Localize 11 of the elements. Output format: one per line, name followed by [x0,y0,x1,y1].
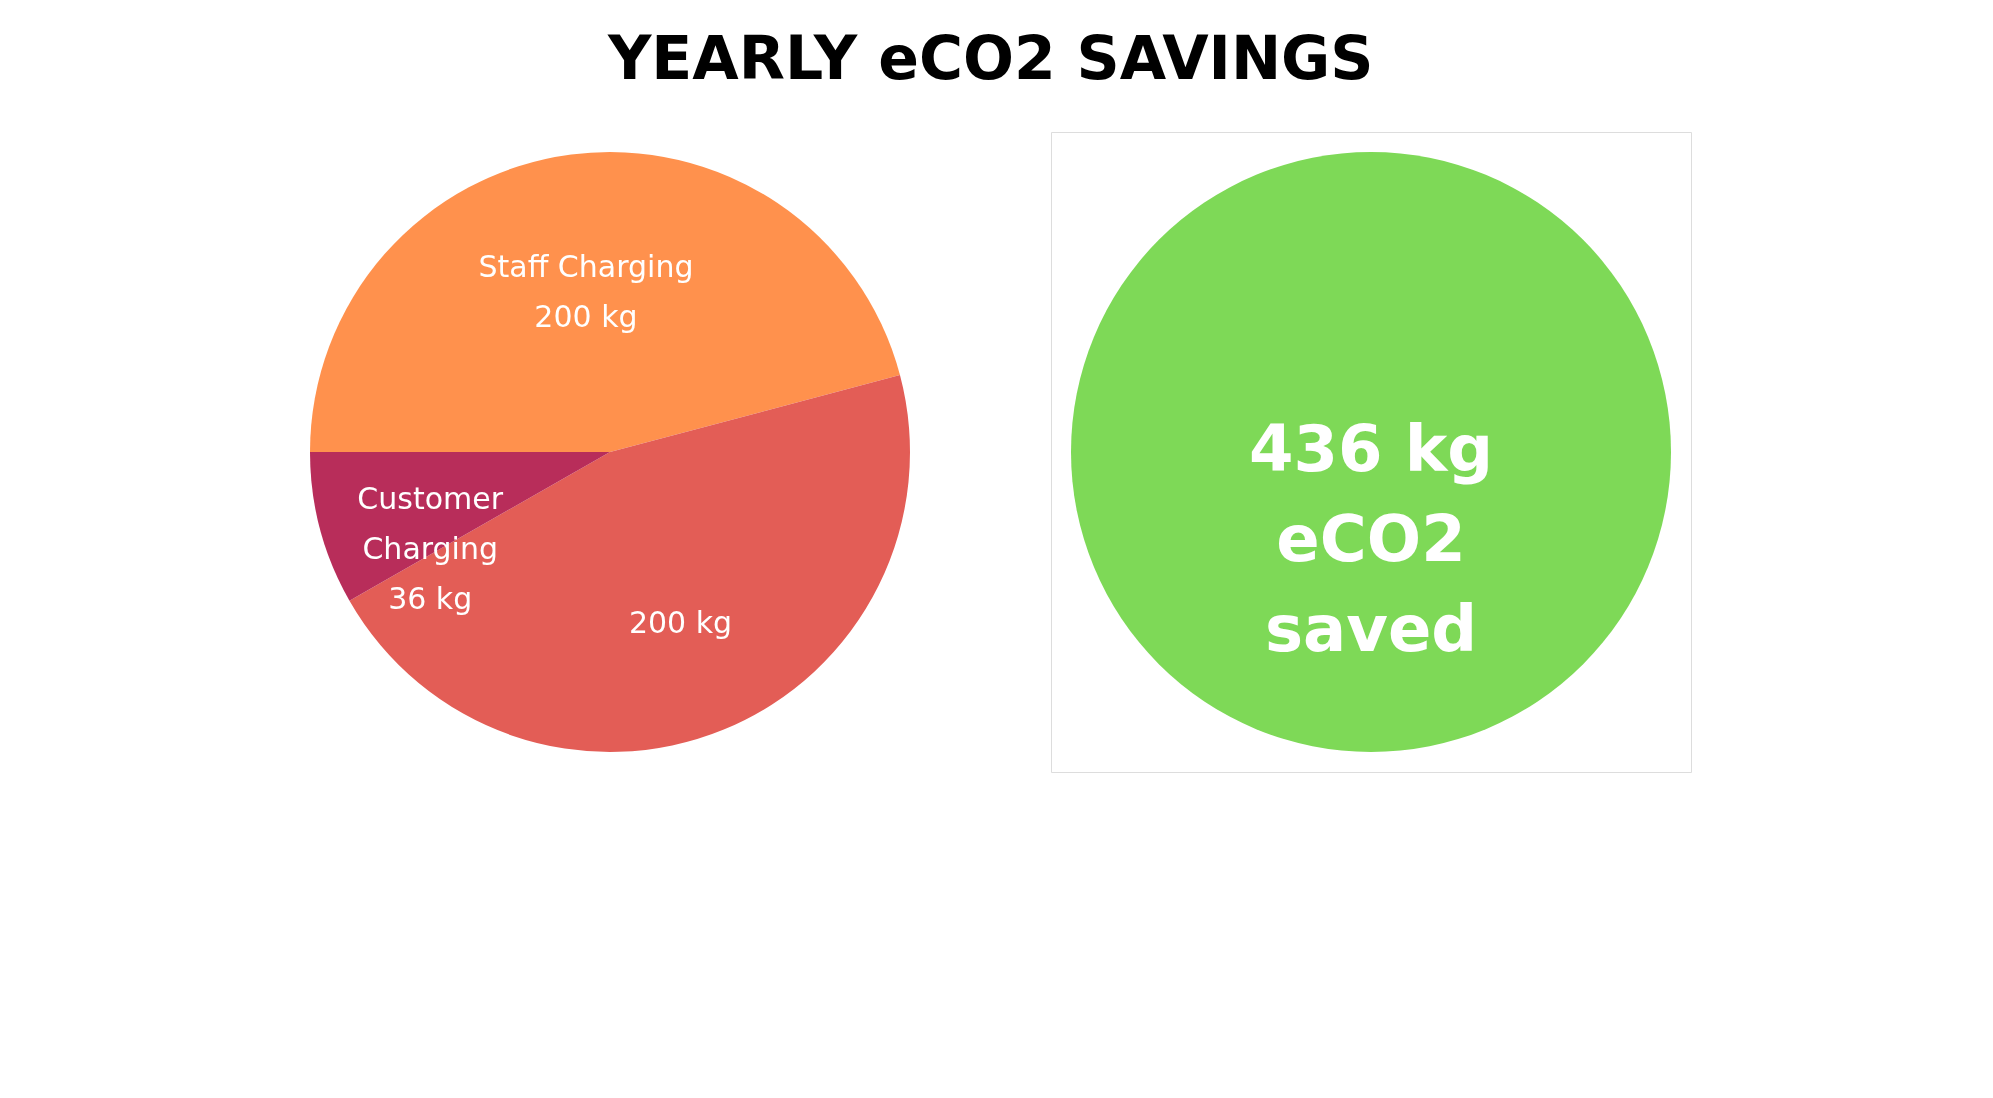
data-label: 36 kg [388,580,473,616]
text: 436 kg [1248,412,1494,486]
pie-slice [349,375,910,752]
chart-title: YEARLY eCO2 SAVINGS [606,22,1374,93]
data-label: 200 kg [534,298,638,334]
slice-label: Customer Charging [357,480,504,566]
data-label: 200 kg [628,605,733,641]
slice-label: Staff Charging [478,248,694,284]
pie-slice [310,152,900,452]
text: saved [1264,592,1478,666]
text: eCO2 [1276,502,1466,576]
